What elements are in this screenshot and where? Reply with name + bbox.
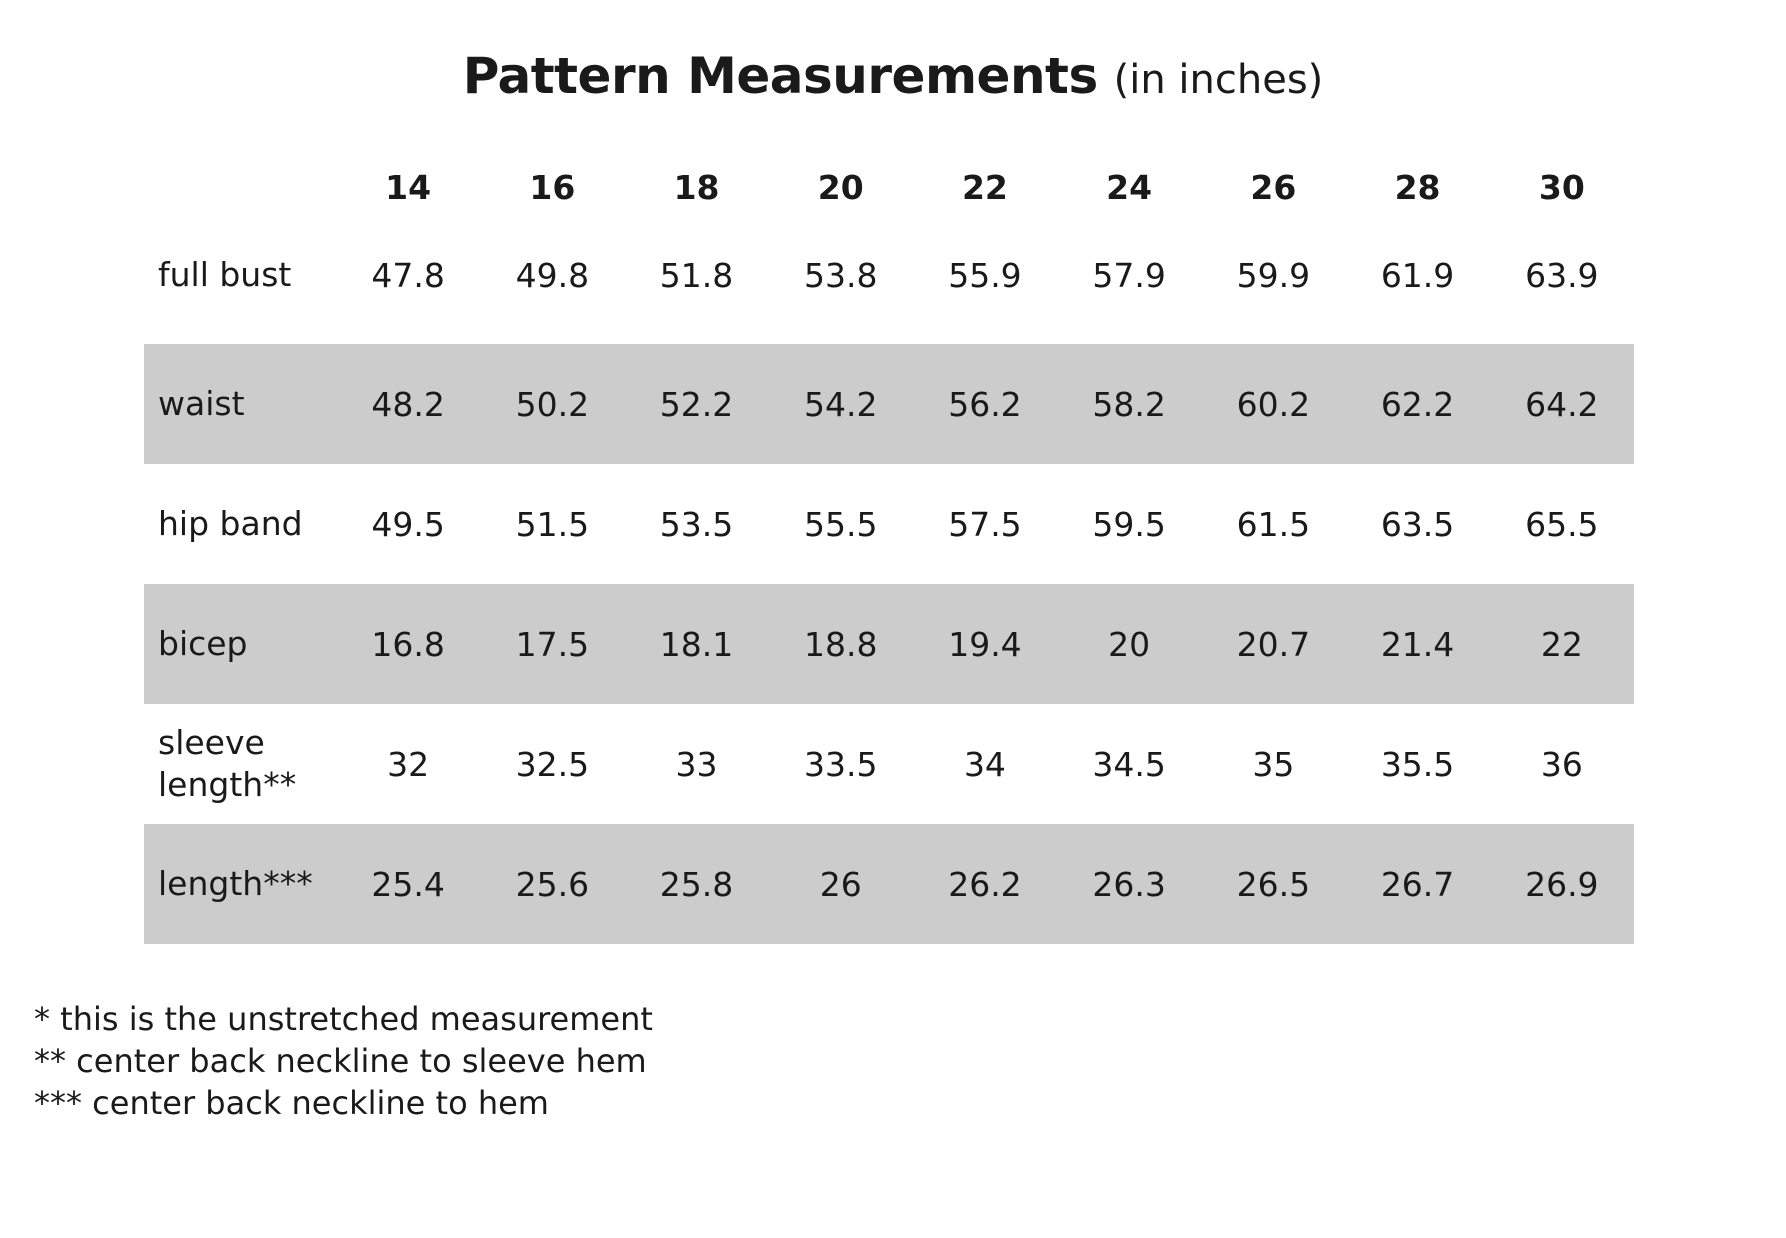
measurement-cell: 56.2 bbox=[912, 344, 1058, 464]
footnotes: * this is the unstretched measurement **… bbox=[34, 998, 653, 1124]
measurement-cell: 59.5 bbox=[1092, 504, 1166, 544]
measurement-cell: 58.2 bbox=[1057, 344, 1202, 464]
footnote: * this is the unstretched measurement bbox=[34, 1000, 653, 1038]
size-header: 18 bbox=[673, 167, 720, 207]
measurement-cell: 36 bbox=[1540, 744, 1583, 784]
measurement-cell: 35.5 bbox=[1380, 744, 1455, 784]
measurement-cell: 32 bbox=[387, 744, 430, 784]
row-label: full bust bbox=[158, 255, 292, 294]
size-header: 16 bbox=[529, 167, 576, 207]
title-units: (in inches) bbox=[1113, 57, 1324, 103]
measurement-cell: 26.3 bbox=[1057, 824, 1202, 944]
measurement-cell: 26.9 bbox=[1489, 824, 1634, 944]
measurement-cell: 53.8 bbox=[804, 255, 878, 295]
measurement-cell: 26 bbox=[768, 824, 913, 944]
table-row-bicep: bicep 16.8 17.5 18.1 18.8 19.4 20 20.7 2… bbox=[144, 584, 1634, 704]
measurement-cell: 50.2 bbox=[480, 344, 625, 464]
measurements-table: 14 16 18 20 22 24 26 28 30 full bust 47.… bbox=[144, 138, 1634, 944]
measurement-cell: 26.5 bbox=[1201, 824, 1346, 944]
measurement-cell: 32.5 bbox=[515, 744, 590, 784]
measurement-cell: 63.9 bbox=[1525, 255, 1599, 295]
table-row-sleeve-length: sleeve length** 32 32.5 33 33.5 34 34.5 … bbox=[144, 704, 1634, 824]
size-header-row: 14 16 18 20 22 24 26 28 30 bbox=[144, 138, 1634, 236]
size-header: 24 bbox=[1106, 167, 1153, 207]
measurement-cell: 18.1 bbox=[624, 584, 769, 704]
measurement-cell: 25.4 bbox=[336, 824, 481, 944]
measurement-cell: 19.4 bbox=[912, 584, 1058, 704]
size-header: 26 bbox=[1250, 167, 1297, 207]
title-main: Pattern Measurements bbox=[462, 47, 1099, 105]
measurement-cell: 65.5 bbox=[1525, 504, 1599, 544]
measurement-cell: 57.5 bbox=[948, 504, 1022, 544]
measurement-cell: 22 bbox=[1489, 584, 1634, 704]
footnote: *** center back neckline to hem bbox=[34, 1084, 549, 1122]
measurement-cell: 53.5 bbox=[659, 504, 734, 544]
measurement-cell: 26.7 bbox=[1345, 824, 1490, 944]
row-label: sleeve length** bbox=[158, 723, 297, 804]
table-row-hip-band: hip band 49.5 51.5 53.5 55.5 57.5 59.5 6… bbox=[144, 464, 1634, 584]
measurement-cell: 48.2 bbox=[336, 344, 481, 464]
table-row-waist: waist 48.2 50.2 52.2 54.2 56.2 58.2 60.2… bbox=[144, 344, 1634, 464]
row-label: hip band bbox=[158, 504, 303, 543]
page-title: Pattern Measurements (in inches) bbox=[0, 44, 1786, 112]
measurement-cell: 54.2 bbox=[768, 344, 913, 464]
table-row-full-bust: full bust 47.8 49.8 51.8 53.8 55.9 57.9 … bbox=[144, 236, 1634, 344]
measurement-cell: 17.5 bbox=[480, 584, 625, 704]
measurement-cell: 52.2 bbox=[624, 344, 769, 464]
measurement-cell: 34.5 bbox=[1092, 744, 1166, 784]
measurement-cell: 26.2 bbox=[912, 824, 1058, 944]
measurement-cell: 61.5 bbox=[1236, 504, 1311, 544]
measurement-cell: 51.5 bbox=[515, 504, 590, 544]
size-header: 28 bbox=[1394, 167, 1441, 207]
measurement-cell: 64.2 bbox=[1489, 344, 1634, 464]
size-header: 20 bbox=[817, 167, 864, 207]
measurement-cell: 35 bbox=[1252, 744, 1295, 784]
measurement-cell: 55.9 bbox=[948, 255, 1022, 295]
size-header: 14 bbox=[385, 167, 432, 207]
table-row-length: length*** 25.4 25.6 25.8 26 26.2 26.3 26… bbox=[144, 824, 1634, 944]
measurement-cell: 62.2 bbox=[1345, 344, 1490, 464]
measurement-cell: 20 bbox=[1057, 584, 1202, 704]
measurement-cell: 49.8 bbox=[515, 255, 590, 295]
measurement-cell: 55.5 bbox=[804, 504, 878, 544]
measurement-cell: 34 bbox=[963, 744, 1006, 784]
measurement-cell: 60.2 bbox=[1201, 344, 1346, 464]
measurement-cell: 25.8 bbox=[624, 824, 769, 944]
measurement-cell: 51.8 bbox=[659, 255, 734, 295]
measurement-cell: 49.5 bbox=[371, 504, 445, 544]
measurement-cell: 18.8 bbox=[768, 584, 913, 704]
measurement-cell: 61.9 bbox=[1380, 255, 1455, 295]
measurement-cell: 59.9 bbox=[1236, 255, 1311, 295]
row-label: waist bbox=[144, 344, 337, 464]
row-label: bicep bbox=[144, 584, 337, 704]
size-header: 22 bbox=[961, 167, 1008, 207]
measurement-cell: 25.6 bbox=[480, 824, 625, 944]
header-corner bbox=[144, 138, 336, 236]
measurement-cell: 21.4 bbox=[1345, 584, 1490, 704]
measurement-cell: 20.7 bbox=[1201, 584, 1346, 704]
size-header: 30 bbox=[1538, 167, 1585, 207]
measurement-cell: 16.8 bbox=[336, 584, 481, 704]
measurement-cell: 57.9 bbox=[1092, 255, 1166, 295]
measurement-cell: 33 bbox=[675, 744, 718, 784]
footnote: ** center back neckline to sleeve hem bbox=[34, 1042, 647, 1080]
measurement-cell: 47.8 bbox=[371, 255, 445, 295]
row-label: length*** bbox=[144, 824, 337, 944]
measurement-cell: 63.5 bbox=[1380, 504, 1455, 544]
measurement-cell: 33.5 bbox=[804, 744, 878, 784]
